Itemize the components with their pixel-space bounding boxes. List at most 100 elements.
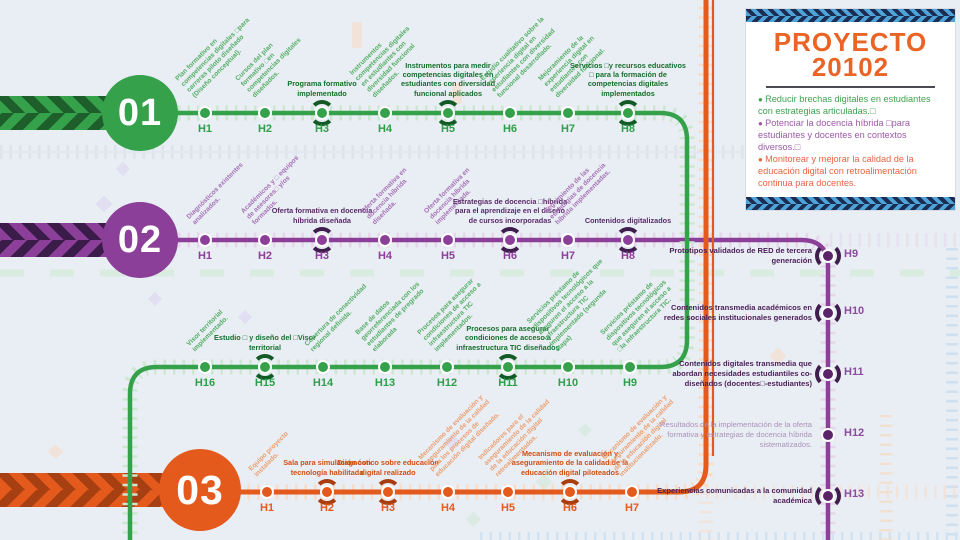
- line-badge-band-02: [0, 223, 112, 257]
- station-id: H15: [254, 377, 276, 389]
- milestone-label: Estudio □ y diseño del □Visor territoria…: [214, 333, 316, 352]
- station-bracket: [252, 354, 278, 380]
- station-03-H5: [501, 485, 515, 499]
- milestone-label: Oferta formativa en docencia híbrida dis…: [271, 206, 373, 225]
- milestone-label: Sala para simulación con tecnología habi…: [283, 458, 371, 477]
- station-id: H7: [560, 123, 576, 135]
- station-bracket: [435, 100, 461, 126]
- milestone-label: Experiencias comunicadas a la comunidad …: [657, 486, 812, 505]
- station-01b-H16: [198, 360, 212, 374]
- station-id: H7: [560, 250, 576, 262]
- station-01b-H11: [501, 360, 515, 374]
- station-id: H5: [440, 250, 456, 262]
- station-bracket: [375, 479, 401, 505]
- station-id: H8: [620, 250, 636, 262]
- legend-border-bottom: [746, 197, 955, 210]
- station-id: H2: [319, 502, 335, 514]
- station-03-H7: [625, 485, 639, 499]
- station-id: H12: [436, 377, 458, 389]
- station-bracket: [815, 361, 841, 387]
- milestone-label: Contenidos digitales transmedia que abor…: [672, 359, 812, 388]
- decor-shape: [352, 22, 362, 48]
- milestone-label: Instrumentos para medir competencias dig…: [400, 60, 496, 98]
- station-02-H10: [821, 306, 835, 320]
- milestone-label: Programa formativo implementado: [287, 79, 357, 98]
- station-bracket: [309, 100, 335, 126]
- station-02-H7: [561, 233, 575, 247]
- station-bracket: [495, 354, 521, 380]
- station-id: H1: [259, 502, 275, 514]
- legend-border-top: [746, 9, 955, 22]
- station-id: H10: [844, 305, 865, 317]
- station-bracket: [815, 300, 841, 326]
- station-id: H2: [257, 123, 273, 135]
- milestone-label: Procesos para asegurar condiciones de ac…: [456, 324, 560, 352]
- station-id: H12: [844, 427, 865, 439]
- station-bracket: [815, 483, 841, 509]
- station-02-H11: [821, 367, 835, 381]
- milestone-label: Contenidos digitalizados: [584, 215, 672, 225]
- station-bracket: [309, 227, 335, 253]
- station-id: H4: [440, 502, 456, 514]
- station-02-H4: [378, 233, 392, 247]
- milestone-label: Resultados de la implementación de la of…: [660, 420, 812, 449]
- legend-bullet: ● Potenciar la docencia híbrida □para es…: [758, 118, 943, 154]
- station-bracket: [815, 243, 841, 269]
- station-01-H7: [561, 106, 575, 120]
- legend-bullet-dot: ●: [758, 118, 766, 128]
- station-id: H4: [377, 123, 393, 135]
- milestone-label: Contenidos transmedia académicos en rede…: [663, 303, 812, 322]
- milestone-label: Prototipos validados de RED de tercera g…: [669, 246, 812, 265]
- line-badge-band-01: [0, 96, 112, 130]
- station-01-H3: [315, 106, 329, 120]
- station-id: H6: [502, 123, 518, 135]
- station-01-H2: [258, 106, 272, 120]
- station-bracket: [314, 479, 340, 505]
- milestone-label: Diagnóstico sobre educación digital real…: [337, 458, 439, 477]
- legend-bullet: ● Reducir brechas digitales en estudiant…: [758, 94, 943, 118]
- line-03-path: [200, 0, 709, 495]
- station-01b-H12: [440, 360, 454, 374]
- legend-bullet-text: Potenciar la docencia híbrida □para estu…: [758, 117, 911, 152]
- station-03-H1: [260, 485, 274, 499]
- milestone-label: Servicios □y recursos educativos □ para …: [570, 60, 686, 98]
- station-01-H8: [621, 106, 635, 120]
- line-badge-01: 01: [102, 75, 178, 151]
- station-01-H4: [378, 106, 392, 120]
- station-01-H5: [441, 106, 455, 120]
- legend-divider: [766, 86, 935, 88]
- line-badge-03: 03: [159, 449, 241, 531]
- station-01b-H13: [378, 360, 392, 374]
- station-id: H5: [500, 502, 516, 514]
- legend-bullet-dot: ●: [758, 94, 766, 104]
- station-bracket: [615, 227, 641, 253]
- station-02-H5: [441, 233, 455, 247]
- station-id: H10: [557, 377, 579, 389]
- station-02-H8: [621, 233, 635, 247]
- station-id: H1: [197, 123, 213, 135]
- line-badge-02: 02: [102, 202, 178, 278]
- station-02-H9: [821, 249, 835, 263]
- station-id: H13: [374, 377, 396, 389]
- station-id: H9: [844, 248, 859, 260]
- legend-bullet: ● Monitorear y mejorar la calidad de la …: [758, 154, 943, 190]
- station-01b-H10: [561, 360, 575, 374]
- station-id: H4: [377, 250, 393, 262]
- station-01-H1: [198, 106, 212, 120]
- milestone-label: Mecanismo de evaluación y aseguramiento …: [511, 449, 629, 477]
- station-id: H14: [312, 377, 334, 389]
- station-01b-H15: [258, 360, 272, 374]
- milestone-label: Estrategias de docencia □híbrida para el…: [452, 197, 568, 225]
- station-bracket: [615, 100, 641, 126]
- station-03-H6: [563, 485, 577, 499]
- station-id: H5: [440, 123, 456, 135]
- station-02-H6: [503, 233, 517, 247]
- station-id: H7: [624, 502, 640, 514]
- station-id: H9: [622, 377, 638, 389]
- station-id: H3: [314, 123, 330, 135]
- line-01-path: [127, 110, 690, 540]
- station-03-H4: [441, 485, 455, 499]
- legend-bullet-text: Monitorear y mejorar la calidad de la ed…: [758, 153, 917, 188]
- station-id: H16: [194, 377, 216, 389]
